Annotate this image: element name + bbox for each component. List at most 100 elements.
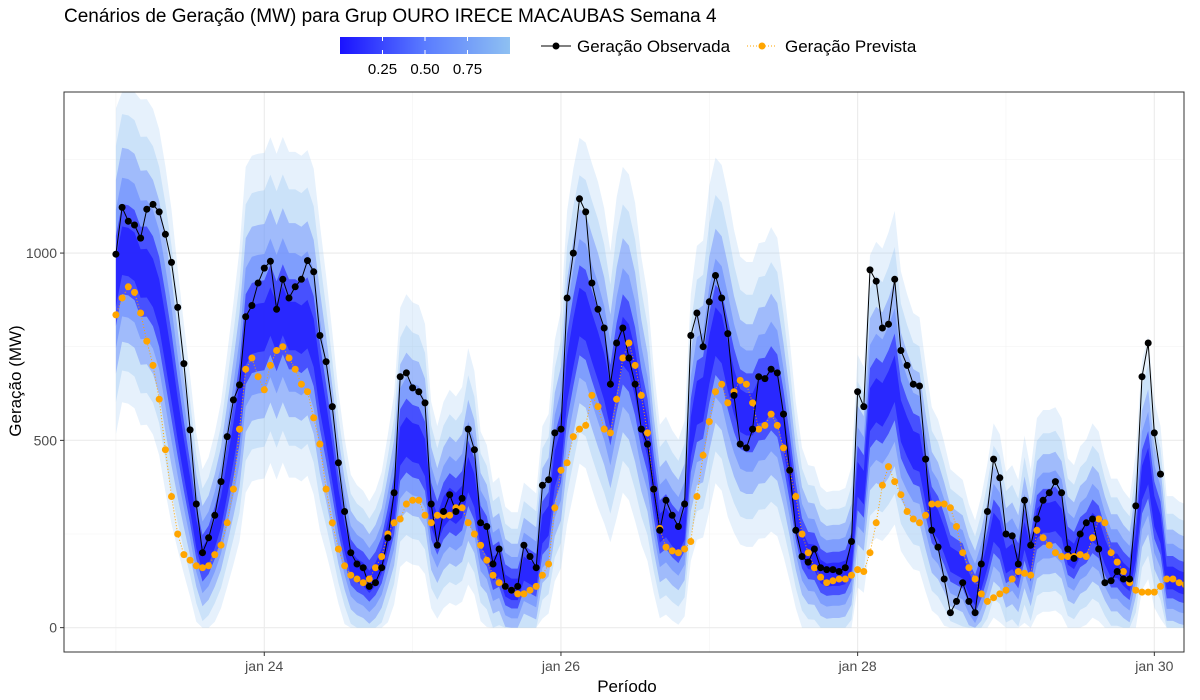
observed-point [124,217,132,225]
observed-point [823,566,831,574]
forecast-point [1039,534,1047,542]
gradient-colorbar [340,37,510,54]
observed-point [174,303,182,311]
observed-point [495,545,503,553]
forecast-point [582,421,590,429]
forecast-point [885,463,892,471]
x-tick-label: jan 24 [244,658,283,674]
forecast-point [372,564,379,572]
observed-point [192,500,200,508]
observed-point [1107,577,1115,585]
forecast-point [792,493,800,500]
observed-point [761,375,769,383]
observed-point [854,388,862,396]
forecast-point [1058,553,1066,560]
observed-point [532,564,540,572]
observed-point [310,268,318,276]
observed-point [730,391,738,399]
forecast-point [199,564,206,572]
forecast-point [186,556,194,564]
observed-point [1058,489,1066,497]
forecast-point [983,597,991,605]
forecast-point [1181,581,1184,588]
observed-point [161,230,169,238]
forecast-point [1150,588,1158,596]
observed-point [322,358,330,366]
forecast-point [600,425,608,433]
observed-point [916,382,923,390]
forecast-point [860,568,868,575]
forecast-point [1008,575,1016,583]
observed-point [983,508,991,515]
observed-point [742,444,750,452]
forecast-point [767,410,775,418]
forecast-point [495,579,503,587]
forecast-point [823,579,831,587]
observed-point [199,549,206,557]
forecast-point [637,391,645,399]
scenario-band [115,204,1184,614]
x-tick-label: jan 30 [1134,658,1173,674]
observed-point [606,380,614,388]
forecast-point [266,361,274,369]
forecast-point [1113,558,1121,566]
forecast-point [619,354,627,362]
observed-point [990,455,998,463]
forecast-point [1119,568,1127,575]
forecast-point [131,288,138,296]
observed-point [1089,515,1096,523]
forecast-point [229,485,237,493]
forecast-point [841,575,849,583]
forecast-point [421,511,429,519]
observed-point [1138,373,1146,381]
observed-point [155,208,163,216]
forecast-point [946,504,954,512]
observed-point [328,403,336,411]
observed-point [205,534,213,542]
x-axis-ticks: jan 24 jan 26 jan 28 jan 30 [244,652,1174,674]
observed-point [909,380,917,388]
observed-point [928,526,936,534]
gradient-tick-label: 0.50 [410,61,439,78]
observed-point [1033,515,1041,523]
observed-point [1027,541,1035,549]
forecast-point [254,373,262,381]
observed-point [143,205,151,213]
forecast-point [668,547,676,555]
observed-point [372,579,379,587]
forecast-point [1175,579,1183,587]
forecast-point [285,354,293,362]
forecast-point [928,500,936,508]
observed-point [1157,470,1164,478]
forecast-point [872,519,880,527]
forecast-point [965,564,973,572]
forecast-point [143,337,151,345]
forecast-point [1076,551,1084,559]
grid-major [64,92,1184,652]
observed-point [538,481,546,489]
forecast-point [557,466,565,474]
x-tick-label: jan 26 [541,658,580,674]
forecast-point [594,403,602,411]
observed-point [229,396,237,404]
observed-point [440,508,447,515]
forecast-point [551,504,559,512]
legend-forecast-marker [758,42,766,50]
observed-point [699,343,707,351]
observed-point [996,474,1004,482]
forecast-point [687,538,695,545]
observed-point [625,354,633,362]
x-axis-label: Período [597,677,657,696]
gradient-tick-label: 0.75 [453,61,482,78]
forecast-point [1051,549,1059,557]
forecast-point [1144,588,1152,596]
forecast-point [260,386,268,394]
observed-point [1070,554,1078,562]
forecast-point [631,361,639,369]
forecast-point [334,545,342,553]
observed-point [427,500,435,508]
forecast-point [1132,586,1140,594]
observed-point [285,294,293,302]
forecast-point [829,577,837,585]
forecast-point [940,500,948,508]
